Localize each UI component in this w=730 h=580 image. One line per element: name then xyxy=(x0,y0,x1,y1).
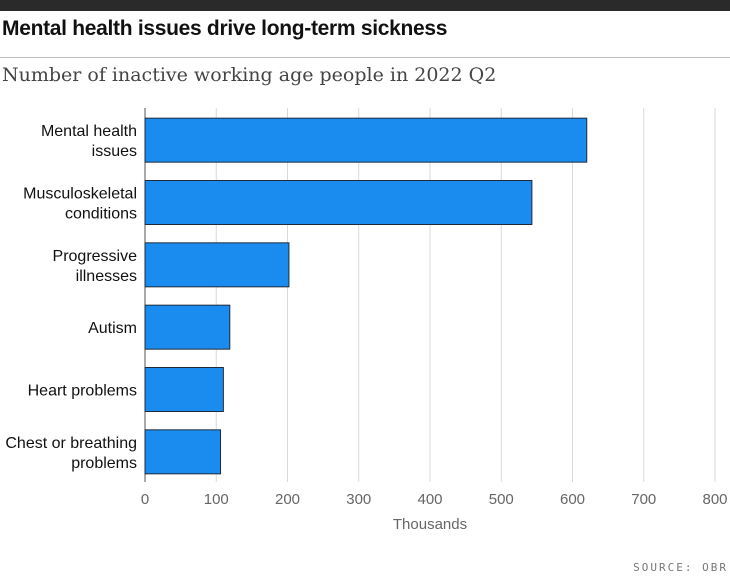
chart-title: Mental health issues drive long-term sic… xyxy=(2,17,448,40)
category-label: issues xyxy=(92,143,137,160)
tick-label: 300 xyxy=(346,491,371,508)
source-note: SOURCE: OBR xyxy=(633,561,728,574)
category-label: Musculoskeletal xyxy=(23,186,137,203)
category-label: Autism xyxy=(88,320,137,337)
category-label: conditions xyxy=(65,206,137,223)
top-bar xyxy=(0,0,730,11)
bar xyxy=(144,180,533,225)
category-label: Chest or breathing xyxy=(5,435,137,452)
category-label: problems xyxy=(71,455,137,472)
tick-label: 0 xyxy=(141,491,149,508)
bar xyxy=(144,367,224,412)
category-label: Progressive xyxy=(53,248,138,265)
tick-label: 100 xyxy=(204,491,229,508)
title-divider xyxy=(0,57,730,58)
category-label: illnesses xyxy=(76,268,137,285)
bar xyxy=(144,117,588,163)
category-label: Heart problems xyxy=(28,383,137,400)
bar xyxy=(144,304,231,350)
tick-label: 800 xyxy=(702,491,727,508)
chart-subtitle: Number of inactive working age people in… xyxy=(2,64,497,86)
tick-label: 400 xyxy=(417,491,442,508)
bar xyxy=(144,429,222,475)
category-label: Mental health xyxy=(41,123,137,140)
tick-label: 500 xyxy=(489,491,514,508)
tick-label: 600 xyxy=(560,491,585,508)
bar xyxy=(144,242,290,288)
tick-label: 200 xyxy=(275,491,300,508)
x-axis-label: Thousands xyxy=(393,516,467,533)
tick-label: 700 xyxy=(631,491,656,508)
